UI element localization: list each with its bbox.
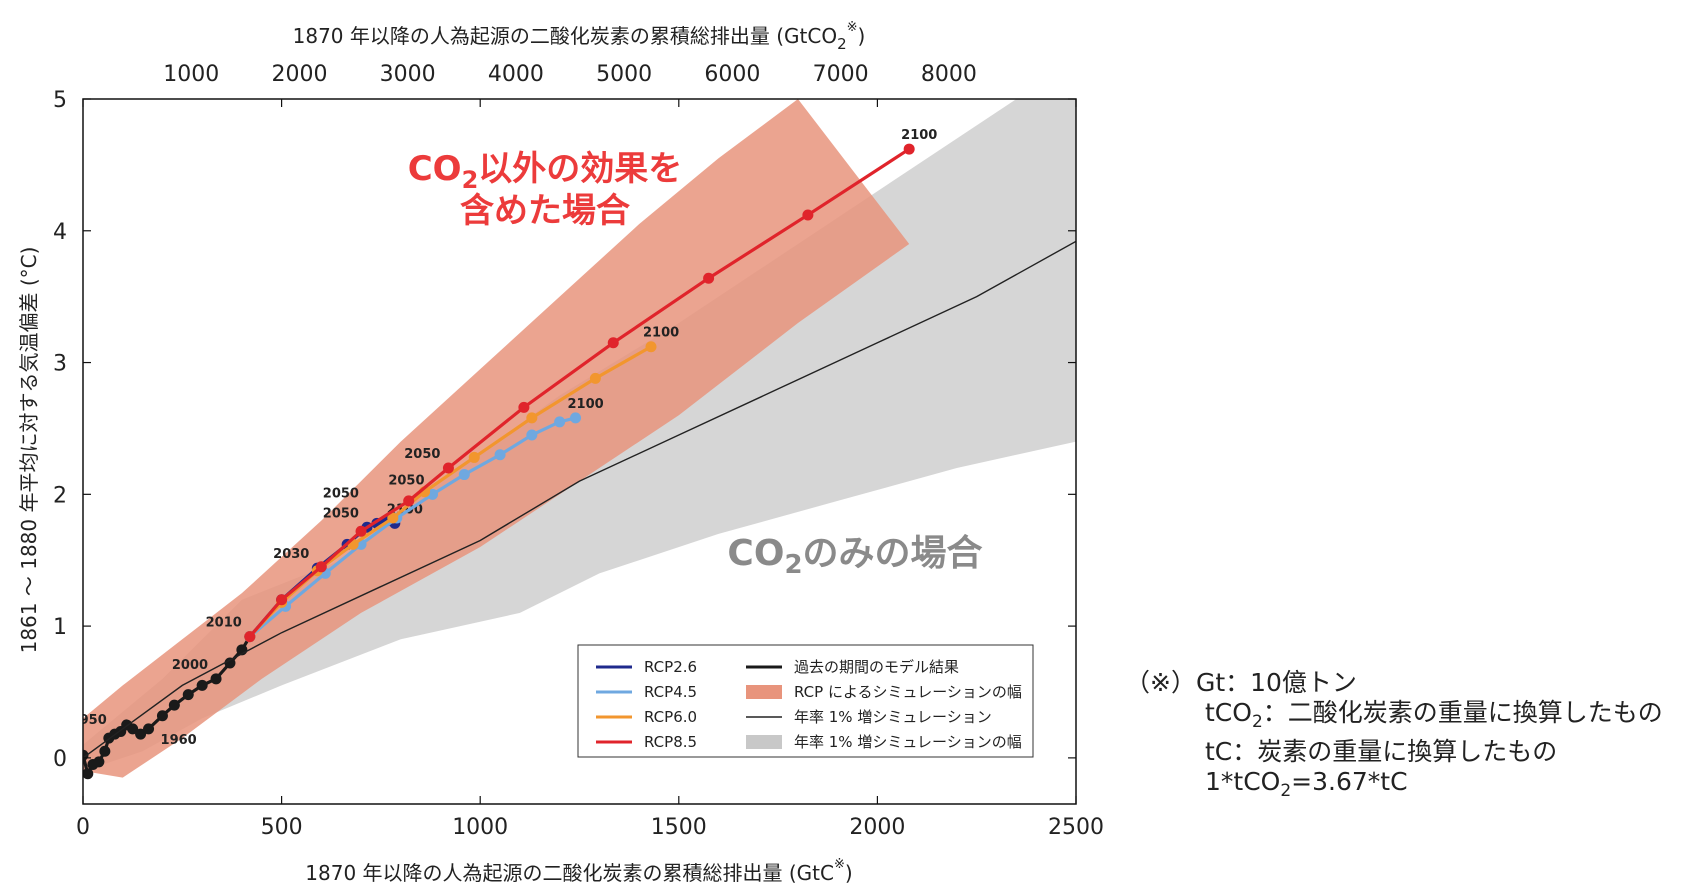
x-tick-label-1: 500 <box>261 815 303 840</box>
series-4-label-0: 2050 <box>404 447 440 462</box>
series-2-label-0: 2050 <box>388 473 424 488</box>
series-4-point-1 <box>276 594 288 606</box>
y-tick-label-0: 0 <box>53 747 67 772</box>
note-line-4: 1*tCO2=3.67*tC <box>1205 767 1408 801</box>
series-1-label-0: 2030 <box>273 547 309 562</box>
top-tick-label-6: 7000 <box>813 62 869 87</box>
y-tick-label-3: 3 <box>53 352 67 377</box>
series-4-point-9 <box>802 209 814 221</box>
note-line-3: tC：炭素の重量に換算したもの <box>1205 737 1558 766</box>
legend-swatch-7 <box>746 735 782 749</box>
y-axis-title: 1861 ～ 1880 年平均に対する気温偏差 (°C) <box>17 247 41 654</box>
series-2-point-6 <box>458 469 470 481</box>
legend-label-3: RCP によるシミュレーションの幅 <box>794 683 1022 701</box>
legend-label-4: RCP6.0 <box>644 708 697 726</box>
top-tick-label-1: 2000 <box>271 62 327 87</box>
x-tick-label-2: 1000 <box>452 815 508 840</box>
series-3-point-9 <box>645 341 657 353</box>
legend-label-7: 年率 1% 増シミュレーションの幅 <box>794 733 1022 751</box>
top-tick-label-2: 3000 <box>380 62 436 87</box>
plot-border <box>82 98 1077 805</box>
series-0-label-1: 1950 <box>71 713 107 728</box>
co2-only-annotation: CO2のみの場合 <box>727 533 982 580</box>
x-tick-label-4: 2000 <box>849 815 905 840</box>
axis-ticks: 0 500 1000 1500 2000 2500 0 1 2 3 4 5 1000 2000 3000 40… <box>53 62 1104 840</box>
series-0-point-1 <box>83 768 94 780</box>
series-2-point-8 <box>526 429 538 441</box>
legend-box <box>577 644 1034 758</box>
non-co2-annotation-line2: 含めた場合 <box>460 191 630 231</box>
y-tick-label-1: 1 <box>53 615 67 640</box>
top-tick-label-3: 4000 <box>488 62 544 87</box>
series-4-point-4 <box>403 495 415 507</box>
series-2-point-10 <box>570 412 582 424</box>
series-0-point-12 <box>156 710 168 722</box>
series-line-5 <box>83 240 1076 759</box>
series-1-label-1: 2050 <box>323 506 359 521</box>
series-0-point-3 <box>93 756 105 768</box>
y-tick-label-4: 4 <box>53 220 67 245</box>
legend-label-2: RCP4.5 <box>644 683 697 701</box>
series-0-point-16 <box>210 673 222 685</box>
top-axis-title: 1870 年以降の人為起源の二酸化炭素の累積総排出量 (GtCO2※) <box>293 20 866 53</box>
legend-label-1: 過去の期間のモデル結果 <box>794 658 959 676</box>
series-0-label-3: 2000 <box>172 658 208 673</box>
series-4-point-10 <box>903 143 915 155</box>
series-2-point-7 <box>494 449 506 461</box>
series-4-point-8 <box>703 272 715 284</box>
series-4-point-7 <box>607 337 619 349</box>
series-0-point-9 <box>127 723 139 735</box>
series-2-point-9 <box>554 416 566 428</box>
series-4-point-5 <box>442 462 454 474</box>
y-tick-label-5: 5 <box>53 88 67 113</box>
y-tick-label-2: 2 <box>53 483 67 508</box>
top-tick-label-5: 6000 <box>704 62 760 87</box>
non-co2-annotation-line1: CO2以外の効果を <box>408 149 683 194</box>
top-tick-label-7: 8000 <box>921 62 977 87</box>
legend-label-5: 年率 1% 増シミュレーション <box>794 708 992 726</box>
legend-swatch-3 <box>746 685 782 699</box>
series-4-point-0 <box>244 631 256 643</box>
x-tick-label-3: 1500 <box>651 815 707 840</box>
series-0-point-13 <box>168 699 180 711</box>
series-3-label-1: 2100 <box>643 326 679 341</box>
series-0-point-11 <box>143 723 155 735</box>
series-0-label-4: 2010 <box>206 616 242 631</box>
series-3-point-8 <box>589 372 601 384</box>
plot-frame <box>82 98 1077 805</box>
units-note: （※）Gt：10億トン tCO2：二酸化炭素の重量に換算したもの tC：炭素の重… <box>1125 668 1663 806</box>
series-0-point-17 <box>224 657 236 669</box>
top-tick-label-0: 1000 <box>163 62 219 87</box>
legend-label-6: RCP8.5 <box>644 733 697 751</box>
x-tick-label-0: 0 <box>76 815 90 840</box>
note-line-1: （※）Gt：10億トン <box>1125 668 1357 697</box>
series-2-label-1: 2100 <box>568 397 604 412</box>
series-0-label-2: 1960 <box>161 733 197 748</box>
series-0-point-4 <box>99 745 111 757</box>
series-3-label-0: 2050 <box>323 487 359 502</box>
top-tick-label-4: 5000 <box>596 62 652 87</box>
series-4-point-6 <box>518 401 530 413</box>
series-0-point-14 <box>182 689 194 701</box>
series-3-point-4 <box>387 512 399 524</box>
note-line-2: tCO2：二酸化炭素の重量に換算したもの <box>1205 698 1663 732</box>
series-4-point-3 <box>355 525 367 537</box>
series-3-point-7 <box>526 412 538 424</box>
x-tick-label-5: 2500 <box>1048 815 1104 840</box>
series-3-point-6 <box>468 451 480 463</box>
series-4-label-1: 2100 <box>901 128 937 143</box>
bottom-axis-title: 1870 年以降の人為起源の二酸化炭素の累積総排出量 (GtC※) <box>305 857 852 885</box>
legend: RCP2.6 過去の期間のモデル結果 RCP4.5 RCP によるシミュレーションの幅… <box>577 644 1034 758</box>
series-0-point-10 <box>135 728 147 740</box>
legend-label-0: RCP2.6 <box>644 658 697 676</box>
series-4-point-2 <box>315 561 327 573</box>
series-0-point-15 <box>196 679 208 691</box>
